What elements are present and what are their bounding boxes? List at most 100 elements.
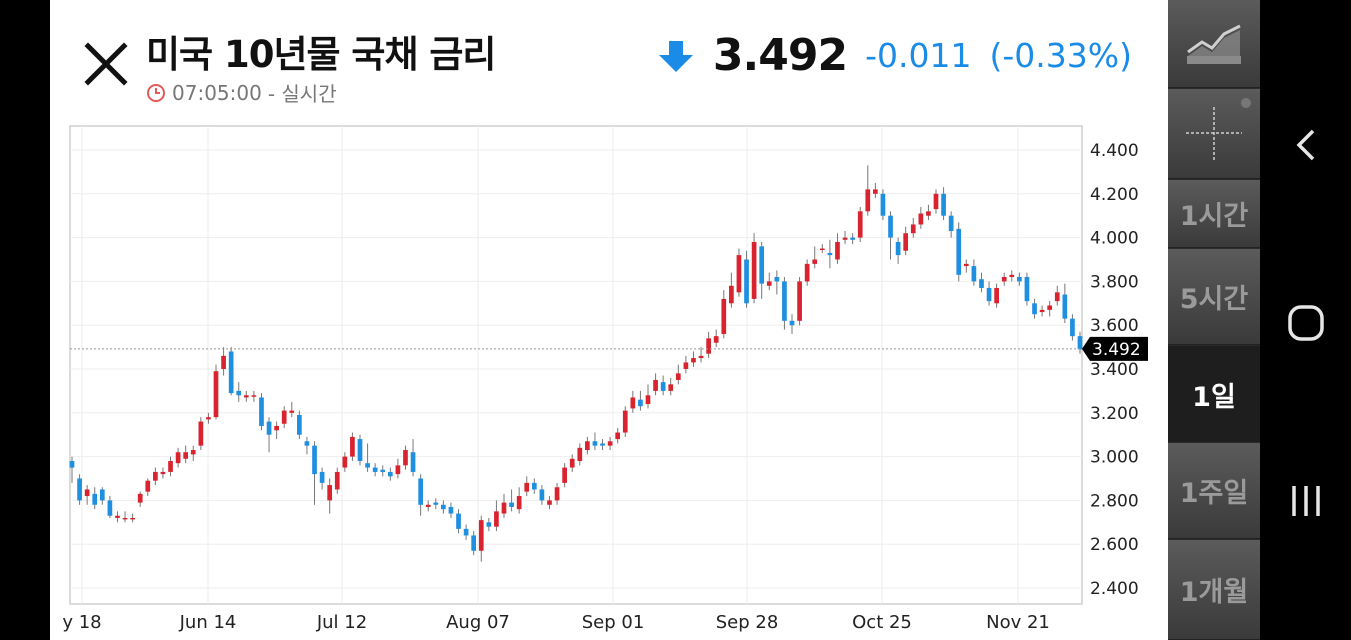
candle-up — [630, 397, 636, 409]
last-price-marker — [1082, 336, 1148, 361]
candlestick-chart[interactable]: 4.400 4.200 4.000 3.800 3.600 3.400 3.200 3.000… — [50, 0, 1168, 640]
candle-down — [107, 500, 113, 516]
candle-down — [850, 237, 855, 240]
candle-up — [804, 263, 810, 282]
candle-down — [1032, 303, 1037, 315]
interval-1h-button[interactable]: 1시간 — [1168, 180, 1260, 248]
candle-down — [380, 469, 386, 472]
candle-down — [509, 502, 514, 507]
candle-up — [130, 517, 135, 520]
x-tick-label: Jul 12 — [316, 612, 367, 633]
interval-1d-button[interactable]: 1일 — [1168, 346, 1260, 442]
candle-up — [122, 517, 128, 520]
candle-down — [448, 506, 454, 514]
candle-up — [668, 384, 674, 391]
candle-up — [243, 395, 249, 398]
interval-1w-button[interactable]: 1주일 — [1168, 443, 1260, 539]
candle-down — [463, 528, 469, 536]
candle-up — [812, 259, 818, 264]
candle-up — [516, 496, 522, 510]
candle-up — [873, 189, 878, 194]
candle-up — [1001, 277, 1007, 282]
line-chart-button[interactable] — [1168, 0, 1260, 88]
last-price-label: 3.492 — [1092, 340, 1141, 360]
candle-up — [1039, 309, 1045, 313]
x-tick-label: y 18 — [62, 612, 101, 633]
x-tick-label: Sep 01 — [582, 612, 645, 633]
price-change: -0.011 — [865, 36, 972, 75]
candle-down — [77, 478, 82, 501]
chart-screen: 미국 10년물 국채 금리 07:05:00 - 실시간 3.492 -0.01… — [50, 0, 1168, 640]
timestamp-row: 07:05:00 - 실시간 — [146, 78, 337, 107]
candle-down — [236, 390, 242, 396]
interval-1m-button[interactable]: 1개월 — [1168, 540, 1260, 640]
candle-down — [971, 266, 977, 282]
y-tick-label: 3.800 — [1090, 272, 1139, 292]
candle-up — [175, 452, 181, 464]
candle-up — [524, 482, 530, 492]
candle-up — [251, 395, 257, 397]
candle-down — [888, 215, 893, 238]
candle-up — [84, 489, 90, 497]
y-tick-label: 3.000 — [1090, 448, 1139, 468]
candle-up — [675, 373, 681, 380]
x-tick-label: Aug 07 — [446, 612, 510, 633]
candle-up — [1047, 305, 1053, 310]
crosshair-button[interactable] — [1168, 89, 1260, 179]
candle-up — [395, 465, 401, 475]
candle-up — [168, 460, 173, 472]
candle-down — [357, 439, 363, 461]
down-arrow-icon — [658, 40, 693, 72]
candle-up — [1054, 292, 1060, 302]
candle-up — [766, 281, 772, 286]
candle-up — [145, 480, 151, 492]
candle-up — [751, 241, 757, 299]
home-icon — [1287, 305, 1324, 341]
candle-up — [115, 515, 120, 518]
realtime-label: - 실시간 — [267, 82, 337, 106]
candle-down — [259, 397, 264, 426]
candle-down — [410, 452, 416, 472]
candle-up — [842, 237, 848, 240]
y-tick-label: 4.200 — [1090, 185, 1139, 205]
candle-up — [933, 193, 939, 210]
page-title: 미국 10년물 국채 금리 — [146, 33, 496, 76]
candle-down — [789, 320, 795, 326]
y-tick-label: 2.800 — [1090, 491, 1139, 511]
close-icon[interactable] — [82, 40, 130, 88]
candle-up — [683, 362, 689, 369]
candle-up — [403, 450, 408, 466]
y-tick-label: 3.600 — [1090, 316, 1139, 336]
candle-up — [478, 520, 484, 551]
candle-down — [297, 414, 302, 435]
candle-down — [774, 277, 780, 282]
candle-up — [910, 224, 916, 234]
system-nav-bar — [1260, 0, 1351, 640]
candle-up — [622, 410, 628, 433]
back-button[interactable] — [1260, 120, 1351, 170]
candle-down — [660, 382, 666, 391]
candle-up — [963, 263, 969, 267]
interval-5h-button[interactable]: 5시간 — [1168, 249, 1260, 345]
candle-up — [569, 458, 575, 468]
home-button[interactable] — [1260, 298, 1351, 348]
x-tick-label: Oct 25 — [852, 612, 912, 633]
back-icon — [1296, 129, 1314, 161]
candle-down — [312, 445, 317, 475]
candle-down — [1070, 318, 1075, 337]
x-tick-label: Sep 28 — [716, 612, 779, 633]
candle-up — [926, 211, 931, 216]
candle-up — [494, 511, 499, 527]
candle-up — [198, 421, 204, 446]
candle-down — [539, 489, 545, 501]
candle-up — [153, 471, 158, 481]
candle-up — [819, 248, 825, 251]
candle-up — [327, 485, 333, 501]
recents-button[interactable] — [1260, 476, 1351, 526]
y-tick-label: 2.400 — [1090, 579, 1139, 599]
candle-up — [334, 471, 340, 490]
y-tick-label: 2.600 — [1090, 535, 1139, 555]
candle-up — [607, 441, 613, 446]
candle-down — [486, 522, 492, 527]
price-block: 3.492 -0.011 (-0.33%) — [657, 30, 1132, 81]
